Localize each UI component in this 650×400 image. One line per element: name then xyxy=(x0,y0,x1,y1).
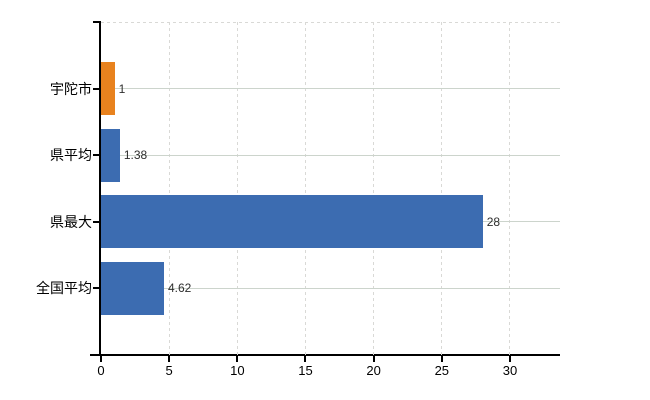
x-axis-tick xyxy=(100,356,102,362)
vertical-gridline xyxy=(509,22,511,355)
x-axis-tick xyxy=(236,356,239,362)
x-axis-tick xyxy=(508,356,511,362)
x-tick-label: 30 xyxy=(502,363,518,378)
y-axis-line xyxy=(99,21,101,356)
bar-value-label: 1 xyxy=(118,81,126,96)
y-axis-top-tick xyxy=(93,21,101,23)
vertical-gridline xyxy=(168,22,170,355)
row-gridline xyxy=(101,88,560,90)
bar-value-label: 28 xyxy=(486,214,501,229)
category-label: 県最大 xyxy=(50,213,92,230)
vertical-gridline xyxy=(304,22,306,355)
bar xyxy=(101,195,483,249)
category-tick xyxy=(93,287,100,290)
x-tick-label: 25 xyxy=(434,363,450,378)
category-label: 県平均 xyxy=(50,147,92,164)
x-axis-tick xyxy=(168,356,171,362)
x-axis-tick xyxy=(304,356,307,362)
category-tick xyxy=(93,220,100,223)
plot-top-border xyxy=(101,22,560,23)
category-tick xyxy=(93,154,100,157)
vertical-gridline xyxy=(236,22,238,355)
bar-value-label: 4.62 xyxy=(167,281,192,296)
row-gridline xyxy=(101,154,560,156)
category-label: 全国平均 xyxy=(36,280,92,297)
x-tick-label: 20 xyxy=(366,363,381,378)
x-axis-tick xyxy=(440,356,443,362)
x-tick-label: 0 xyxy=(97,363,105,378)
x-tick-label: 10 xyxy=(230,363,245,378)
bar-value-label: 1.38 xyxy=(123,148,148,163)
row-gridline xyxy=(101,287,560,289)
bar xyxy=(101,128,120,182)
vertical-gridline xyxy=(441,22,443,355)
x-axis-line xyxy=(90,354,560,356)
vertical-gridline xyxy=(373,22,375,355)
x-tick-label: 5 xyxy=(165,363,173,378)
category-tick xyxy=(93,87,100,90)
bar xyxy=(101,261,164,315)
x-tick-label: 15 xyxy=(298,363,313,378)
category-label: 宇陀市 xyxy=(50,80,92,97)
x-axis-tick xyxy=(372,356,375,362)
bar xyxy=(101,62,115,116)
